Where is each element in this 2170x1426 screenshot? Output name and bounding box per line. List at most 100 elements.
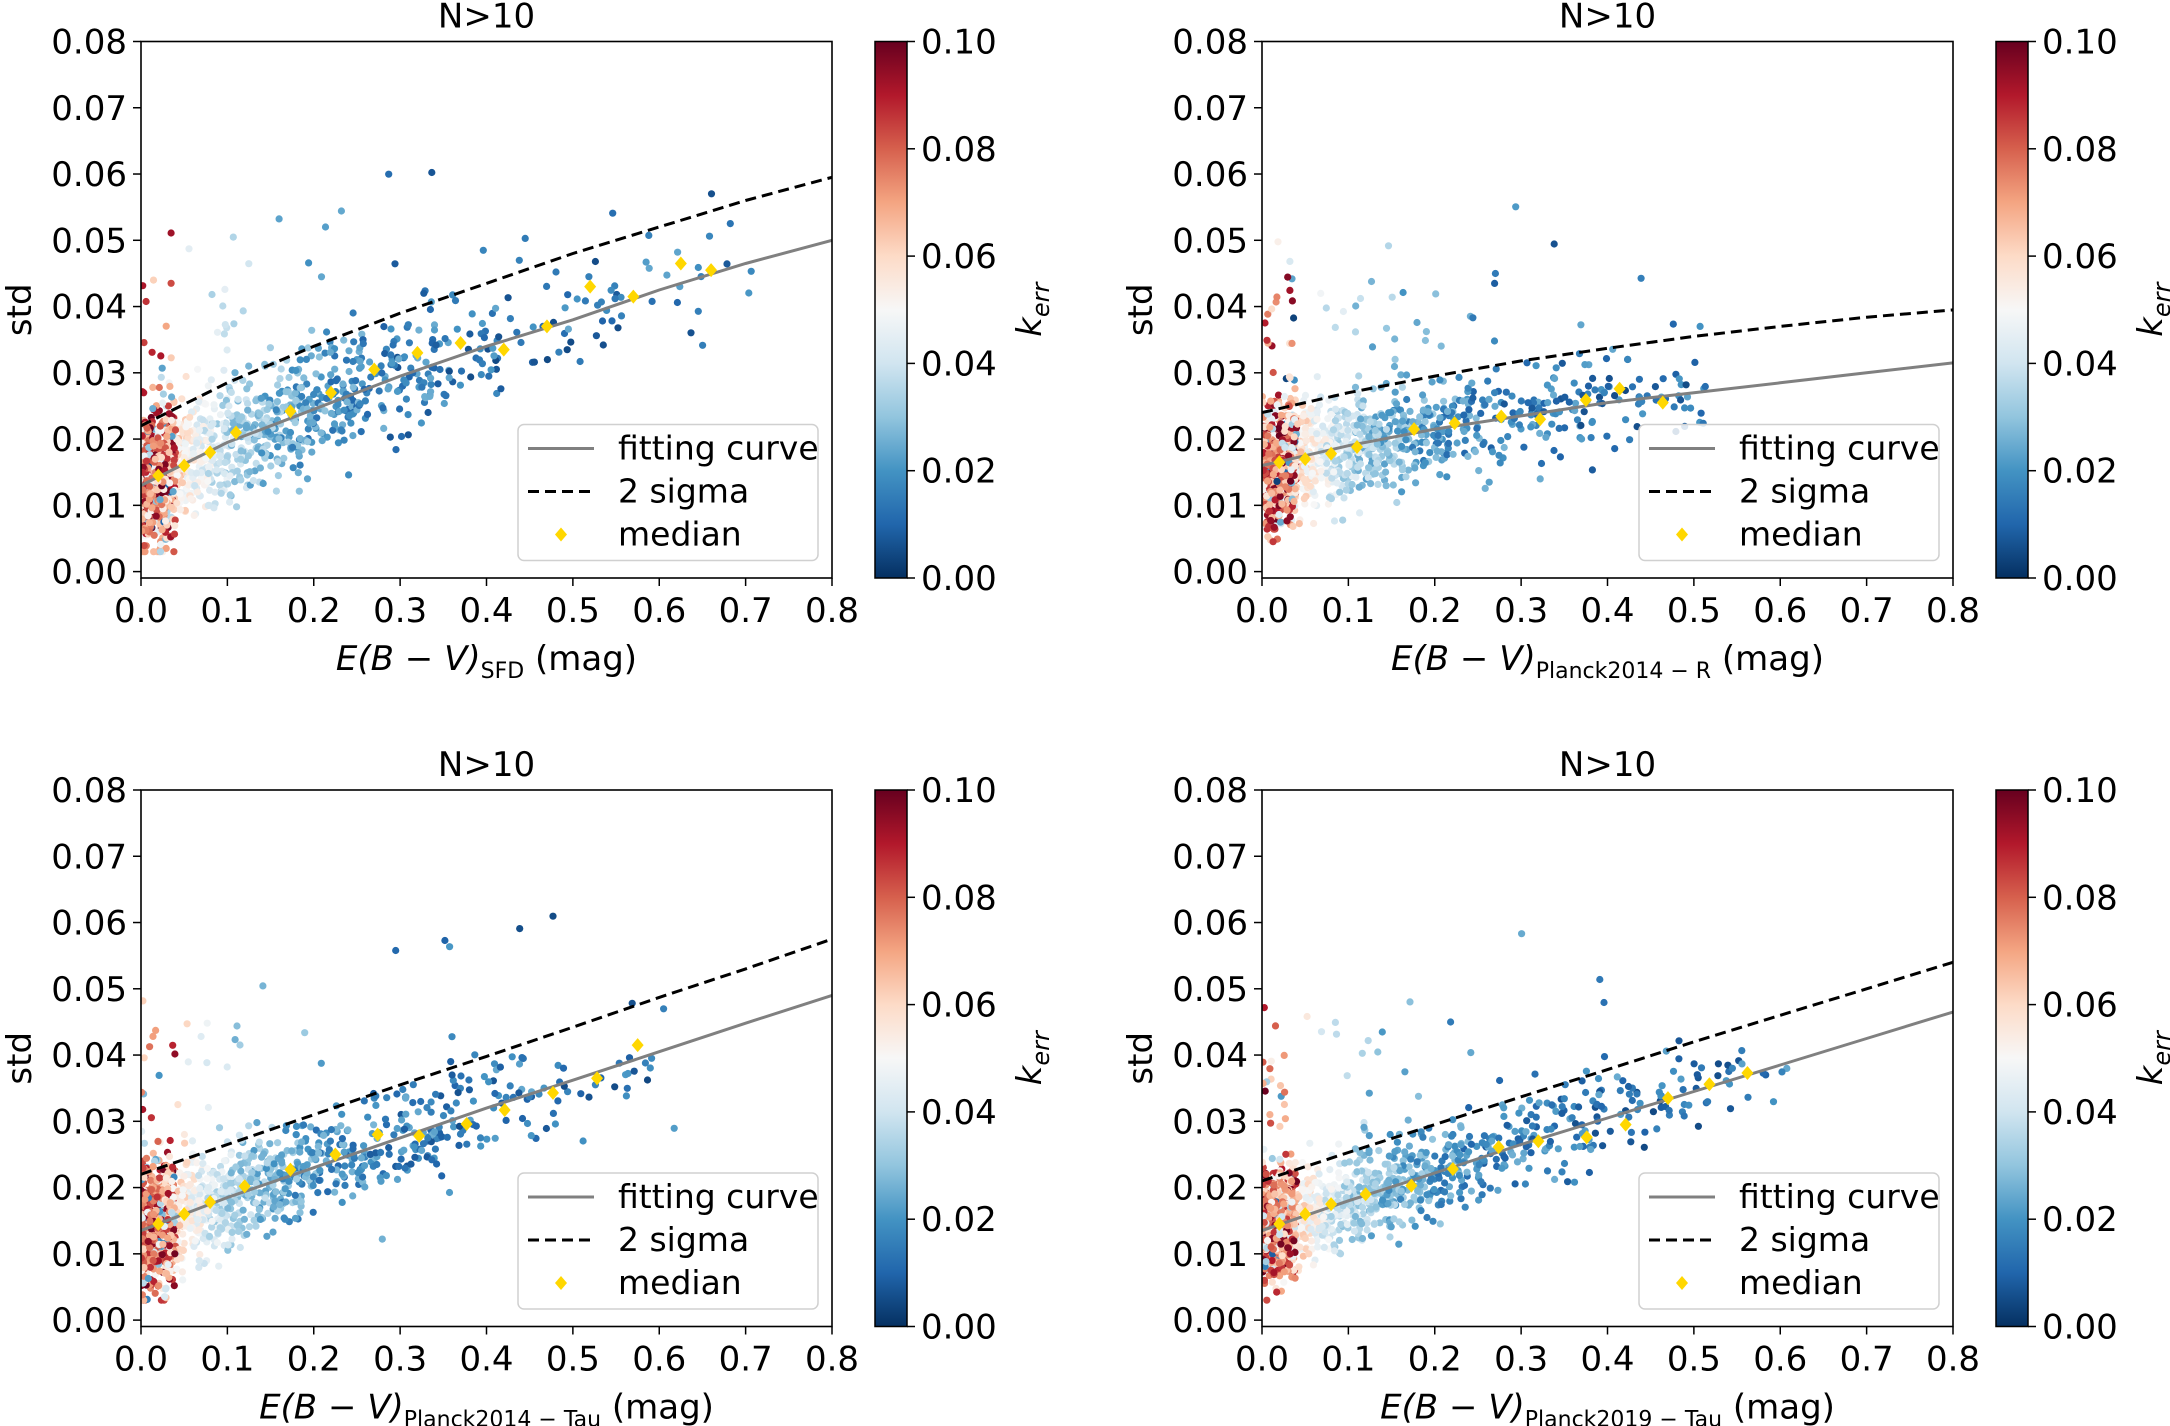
- scatter-point: [479, 246, 487, 254]
- scatter-point: [308, 326, 316, 334]
- scatter-point: [393, 387, 402, 395]
- scatter-point: [358, 330, 366, 338]
- scatter-point: [1471, 448, 1479, 456]
- scatter-point: [1373, 440, 1381, 448]
- x-tick-label: 0.0: [1235, 591, 1289, 631]
- scatter-point: [552, 268, 560, 276]
- scatter-point: [191, 1237, 199, 1245]
- scatter-point: [255, 1138, 263, 1146]
- scatter-point: [1342, 437, 1350, 445]
- scatter-point: [237, 455, 245, 463]
- scatter-point: [1401, 1068, 1409, 1076]
- colorbar-label: kerr: [1010, 281, 1055, 337]
- colorbar-tick-label: 0.04: [2042, 344, 2118, 384]
- legend-entry: fitting curve: [618, 429, 819, 468]
- scatter-point: [1402, 436, 1410, 444]
- scatter-point: [220, 425, 228, 433]
- scatter-point: [141, 1105, 147, 1114]
- scatter-point: [1274, 425, 1282, 433]
- scatter-point: [527, 1132, 535, 1140]
- scatter-point: [235, 1151, 243, 1159]
- scatter-point: [280, 1214, 288, 1222]
- scatter-point: [347, 419, 355, 427]
- scatter-point: [567, 338, 575, 346]
- scatter-point: [301, 1029, 309, 1037]
- scatter-point: [1528, 404, 1536, 412]
- scatter-point: [1276, 486, 1284, 494]
- scatter-point: [1280, 392, 1289, 401]
- scatter-point: [1302, 436, 1311, 445]
- scatter-point: [1535, 404, 1543, 412]
- scatter-point: [1269, 470, 1277, 478]
- scatter-point: [427, 1098, 435, 1106]
- scatter-point: [1397, 371, 1405, 379]
- scatter-point: [1681, 404, 1689, 412]
- scatter-point: [167, 503, 175, 511]
- scatter-point: [363, 410, 372, 418]
- scatter-point: [154, 434, 162, 442]
- scatter-point: [598, 317, 607, 325]
- scatter-point: [549, 912, 557, 920]
- scatter-point: [1611, 445, 1619, 453]
- scatter-point: [155, 1267, 164, 1275]
- scatter-point: [354, 1169, 362, 1177]
- scatter-point: [295, 449, 303, 457]
- scatter-point: [442, 392, 450, 400]
- colorbar-tick-label: 0.04: [921, 344, 997, 384]
- scatter-point: [164, 1261, 172, 1269]
- scatter-point: [191, 482, 199, 490]
- scatter-point: [300, 374, 308, 382]
- scatter-point: [157, 439, 165, 447]
- scatter-point: [246, 468, 254, 476]
- scatter-point: [178, 1268, 186, 1276]
- scatter-point: [745, 289, 753, 297]
- x-axis-label-quantity: E(B − V): [336, 639, 481, 679]
- scatter-point: [216, 481, 224, 489]
- scatter-point: [146, 1263, 154, 1271]
- x-axis-label: E(B − V)Planck2014 − Tau (mag): [259, 1388, 714, 1426]
- scatter-point: [554, 1061, 562, 1069]
- scatter-point: [171, 522, 179, 530]
- scatter-point: [1336, 488, 1344, 496]
- legend-box: [517, 1172, 819, 1310]
- scatter-point: [1659, 375, 1667, 383]
- y-axis-label: std: [0, 1032, 40, 1085]
- scatter-point: [274, 472, 282, 480]
- scatter-point: [204, 1207, 212, 1215]
- scatter-point: [246, 1175, 255, 1183]
- colorbar-tick-label: 0.06: [921, 986, 997, 1026]
- scatter-point: [1351, 328, 1360, 336]
- scatter-point: [1284, 273, 1292, 281]
- scatter-point: [1432, 290, 1440, 298]
- median-point: [325, 385, 338, 400]
- scatter-point: [231, 478, 239, 486]
- scatter-point: [305, 259, 313, 267]
- scatter-point: [148, 348, 156, 356]
- scatter-point: [321, 407, 329, 415]
- colorbar-label-subscript: err: [1027, 281, 1055, 318]
- colorbar-label-subscript: err: [2148, 281, 2170, 318]
- scatter-point: [1380, 460, 1389, 468]
- median-point: [413, 1128, 426, 1143]
- scatter-point: [164, 402, 172, 410]
- scatter-point: [220, 1175, 228, 1183]
- scatter-point: [249, 477, 257, 485]
- scatter-point: [215, 1262, 223, 1270]
- scatter-point: [1492, 365, 1500, 373]
- scatter-point: [455, 1141, 463, 1149]
- scatter-point: [385, 1150, 393, 1158]
- scatter-point: [316, 1166, 324, 1174]
- scatter-point: [288, 1147, 296, 1155]
- scatter-point: [1365, 451, 1373, 459]
- scatter-point: [1266, 423, 1274, 431]
- x-tick-label: 0.5: [546, 1340, 600, 1380]
- scatter-point: [707, 190, 716, 198]
- scatter-point: [454, 1089, 462, 1097]
- scatter-point: [226, 491, 234, 499]
- scatter-point: [1342, 486, 1350, 494]
- scatter-point: [162, 1174, 170, 1182]
- scatter-point: [213, 328, 222, 336]
- scatter-point: [149, 1162, 157, 1171]
- colorbar: [1995, 40, 2029, 579]
- scatter-point: [694, 263, 702, 272]
